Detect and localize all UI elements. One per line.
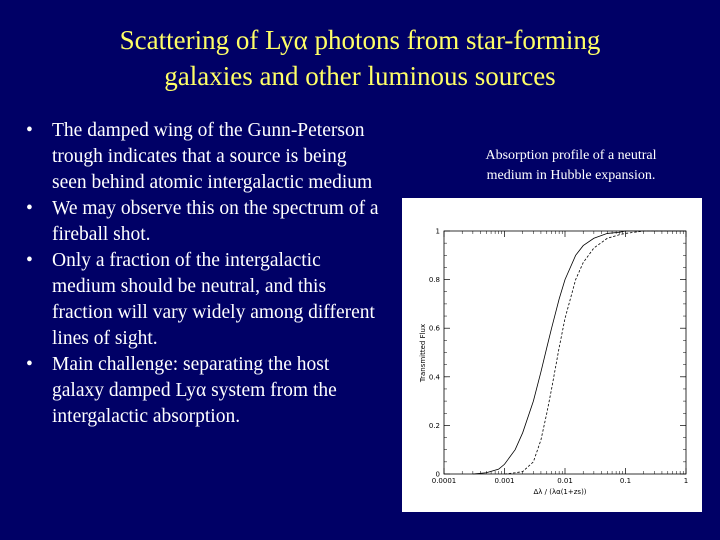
bullet-item: • The damped wing of the Gunn-Peterson tr…	[24, 118, 384, 196]
bullet-text: The damped wing of the Gunn-Peterson tro…	[52, 120, 373, 193]
x-tick-label: 0.1	[620, 477, 631, 485]
slide-title: Scattering of Lyα photons from star-form…	[0, 22, 720, 94]
y-tick-label: 0	[436, 471, 440, 479]
x-tick-label: 0.01	[557, 477, 573, 485]
y-tick-label: 0.2	[429, 422, 440, 430]
bullet-list: • The damped wing of the Gunn-Peterson tr…	[24, 118, 384, 430]
series-line-solid	[472, 230, 686, 475]
bullet-glyph: •	[26, 120, 33, 141]
figure-caption: Absorption profile of a neutral medium i…	[436, 146, 706, 186]
y-axis-label: Transmitted Flux	[419, 324, 427, 383]
title-line-2: galaxies and other luminous sources	[164, 61, 556, 91]
y-tick-label: 0.4	[429, 373, 441, 381]
bullet-glyph: •	[26, 354, 33, 375]
x-tick-label: 1	[684, 477, 688, 485]
bullet-item: • Only a fraction of the intergalactic me…	[24, 248, 384, 352]
bullet-text: We may observe this on the spectrum of a…	[52, 198, 379, 245]
title-line-1: Scattering of Lyα photons from star-form…	[119, 25, 601, 55]
bullet-glyph: •	[26, 250, 33, 271]
y-tick-label: 1	[436, 228, 440, 236]
absorption-profile-figure: 0.0001 0.001 0.01 0.1 1 0 0.2 0.4 0.6 0.8 1 Transm…	[402, 198, 702, 512]
bullet-text: Only a fraction of the intergalactic med…	[52, 250, 375, 349]
y-tick-label: 0.6	[429, 325, 441, 333]
y-tick-label: 0.8	[429, 276, 440, 284]
bullet-glyph: •	[26, 198, 33, 219]
bullet-item: • We may observe this on the spectrum of …	[24, 196, 384, 248]
plot-frame	[443, 230, 687, 475]
x-tick-label: 0.001	[494, 477, 514, 485]
series-line-dashed	[504, 230, 686, 475]
x-axis-label: Δλ / (λα(1+zs))	[533, 488, 586, 496]
caption-line-1: Absorption profile of a neutral	[485, 148, 657, 163]
bullet-item: • Main challenge: separating the host gal…	[24, 352, 384, 430]
bullet-text: Main challenge: separating the host gala…	[52, 354, 337, 427]
absorption-chart: 0.0001 0.001 0.01 0.1 1 0 0.2 0.4 0.6 0.8 1 Transm…	[419, 228, 688, 497]
caption-line-2: medium in Hubble expansion.	[486, 168, 656, 183]
x-tick-label: 0.0001	[432, 477, 457, 485]
